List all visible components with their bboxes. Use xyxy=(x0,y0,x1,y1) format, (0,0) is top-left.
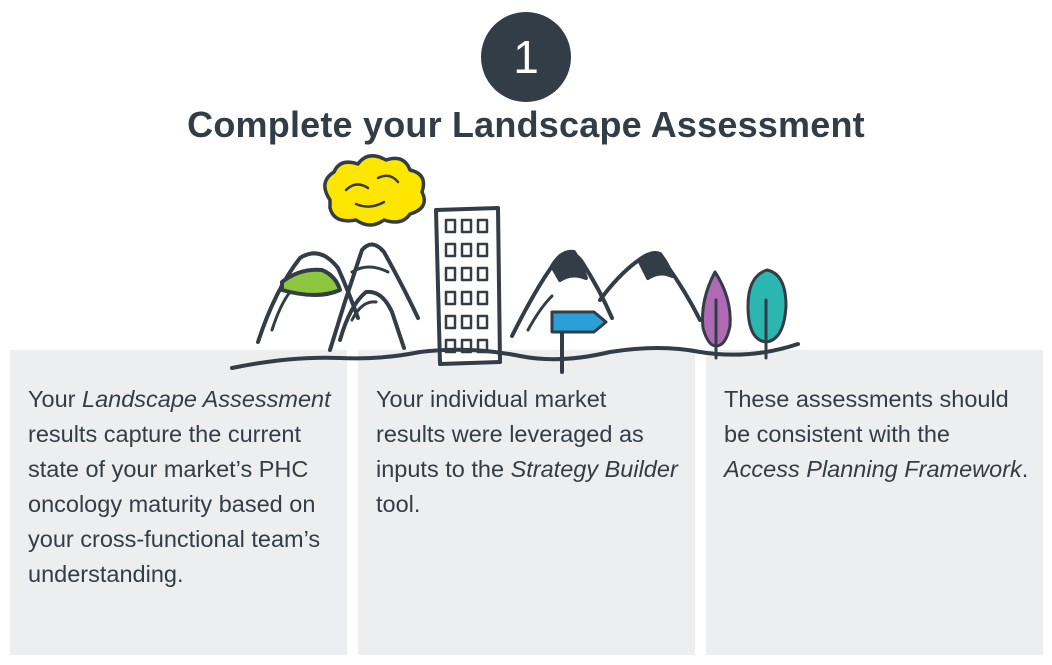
info-panel-strategy: Your individual market results were leve… xyxy=(358,350,695,655)
panel-text: These assessments should be consistent w… xyxy=(724,382,1029,487)
panel-text: Your Landscape Assessment results captur… xyxy=(28,382,333,592)
panel-text-part: These assessments should be consistent w… xyxy=(724,386,1009,447)
panel-text-part: tool. xyxy=(376,491,421,517)
ground-line xyxy=(230,342,800,370)
tree-icon xyxy=(746,268,788,360)
mountain-icon xyxy=(328,242,420,352)
panel-text: Your individual market results were leve… xyxy=(376,382,681,522)
building-icon xyxy=(434,206,502,366)
panel-text-part: Your xyxy=(28,386,83,412)
landscape-illustration xyxy=(230,154,800,374)
panel-text-part: results capture the current state of you… xyxy=(28,421,321,587)
step-number-badge: 1 xyxy=(481,12,571,102)
info-panel-framework: These assessments should be consistent w… xyxy=(706,350,1043,655)
page-title: Complete your Landscape Assessment xyxy=(187,104,865,145)
panel-text-emphasis: Strategy Builder xyxy=(510,456,678,482)
panel-text-emphasis: Access Planning Framework xyxy=(724,456,1022,482)
mountain-icon xyxy=(510,249,702,338)
panel-text-part: . xyxy=(1021,456,1029,482)
step-number: 1 xyxy=(513,31,539,83)
signpost-icon xyxy=(550,310,608,374)
panel-text-emphasis: Landscape Assessment xyxy=(82,386,331,412)
panel-text-part: Your individual market results were leve… xyxy=(376,386,644,482)
tree-icon xyxy=(701,270,732,360)
cloud-icon xyxy=(323,154,426,227)
info-panel-landscape: Your Landscape Assessment results captur… xyxy=(10,350,347,655)
